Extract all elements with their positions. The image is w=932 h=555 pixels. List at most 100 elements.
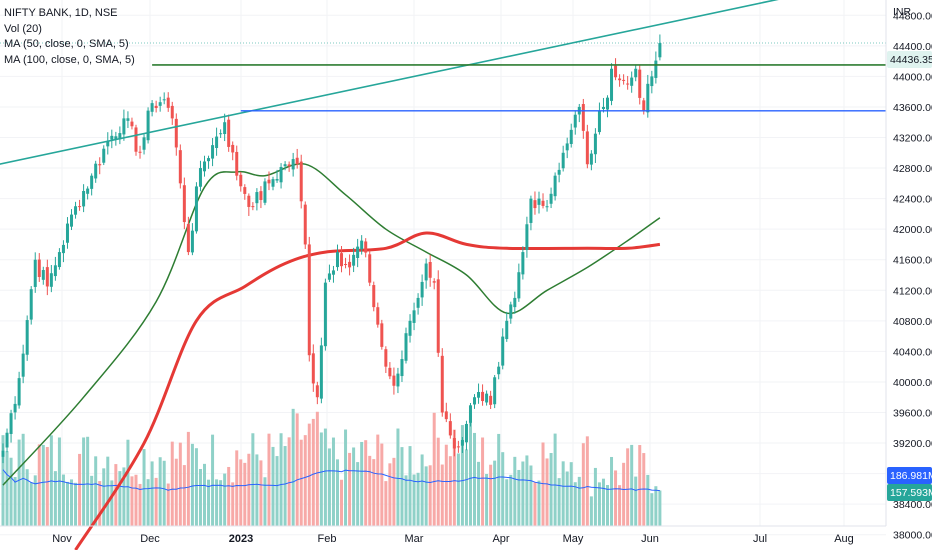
- candle: [174, 113, 178, 156]
- candle-body: [525, 224, 529, 251]
- candle-body: [549, 193, 553, 204]
- volume-ma-text: 157.593M: [890, 487, 932, 499]
- volume-bar: [654, 486, 658, 526]
- candle: [452, 429, 456, 457]
- candle: [456, 440, 460, 453]
- candle: [94, 160, 98, 183]
- volume-bar: [436, 437, 440, 526]
- volume-bar: [428, 465, 432, 526]
- volume-bar: [186, 431, 190, 526]
- candle: [396, 367, 400, 394]
- candle-body: [94, 163, 98, 179]
- volume-bar: [239, 459, 243, 526]
- candle: [352, 247, 356, 273]
- time-tick-label: Dec: [140, 533, 160, 545]
- volume-bar: [618, 485, 622, 526]
- candle-body: [203, 161, 206, 172]
- volume-bar: [331, 437, 335, 526]
- candle-body: [295, 157, 299, 165]
- candle-body: [658, 43, 662, 58]
- candle-body: [29, 289, 33, 320]
- candle-body: [287, 164, 291, 167]
- candle: [311, 344, 315, 392]
- volume-bar: [178, 442, 182, 526]
- volume-bar: [21, 433, 25, 526]
- ma100-indicator-label[interactable]: MA (100, close, 0, SMA, 5): [4, 53, 135, 66]
- trendline: [0, 0, 779, 165]
- ma50-indicator-label[interactable]: MA (50, close, 0, SMA, 5): [4, 38, 129, 50]
- candle: [130, 117, 134, 130]
- volume-bar: [468, 415, 472, 526]
- candle: [473, 394, 477, 409]
- volume-indicator-label[interactable]: Vol (20): [4, 22, 42, 35]
- candle-body: [323, 282, 327, 347]
- candle-body: [432, 281, 436, 283]
- candle: [485, 390, 489, 406]
- volume-bar: [231, 482, 235, 526]
- candle: [388, 362, 392, 380]
- volume-bar: [444, 444, 448, 526]
- candle: [158, 96, 162, 112]
- candle: [597, 102, 601, 135]
- candle-body: [440, 355, 444, 413]
- candle-body: [291, 159, 295, 170]
- candle-body: [158, 102, 162, 106]
- candle-body: [634, 68, 638, 78]
- candle: [412, 302, 416, 331]
- price-tick-label: 38400.00: [893, 499, 932, 511]
- volume-bar: [521, 461, 525, 526]
- volume-bar: [364, 440, 368, 526]
- candle-body: [638, 69, 642, 98]
- candle-body: [376, 307, 380, 325]
- candle-body: [110, 135, 114, 140]
- volume-bar: [86, 436, 90, 526]
- candle-body: [388, 367, 392, 377]
- volume-bar: [340, 479, 344, 526]
- candle: [162, 92, 166, 105]
- candle: [525, 216, 529, 258]
- volume-bar: [380, 443, 384, 526]
- price-axis[interactable]: 44800.00 44400.00 44000.00 43600.00 43200.00…: [893, 10, 932, 541]
- time-tick-label: Feb: [318, 533, 337, 545]
- candle: [134, 124, 138, 156]
- candle-body: [368, 254, 372, 283]
- candle-body: [70, 214, 74, 227]
- candle-body: [299, 161, 303, 202]
- candle-body: [190, 230, 194, 253]
- price-tick-label: 41600.00: [893, 255, 932, 267]
- volume-bar: [307, 423, 311, 526]
- volume-bar: [275, 456, 279, 526]
- candle-body: [561, 152, 565, 169]
- volume-bar: [33, 475, 37, 526]
- candle-body: [408, 320, 412, 336]
- volume-bar: [1, 435, 5, 526]
- candle: [614, 58, 618, 81]
- candle-body: [130, 121, 134, 127]
- volume-bar: [368, 455, 372, 526]
- candle: [606, 95, 609, 118]
- candle: [364, 238, 368, 258]
- volume-bar: [57, 437, 61, 526]
- volume-bar: [545, 458, 549, 526]
- candle-body: [57, 252, 61, 268]
- volume-bar: [388, 463, 392, 526]
- time-tick-label: May: [563, 533, 584, 545]
- candle-body: [335, 252, 339, 268]
- volume-bar: [17, 439, 21, 526]
- time-axis[interactable]: Nov Dec 2023 Feb Mar Apr May Jun Jul Aug: [52, 533, 854, 545]
- volume-bar: [489, 464, 493, 526]
- candle: [654, 51, 658, 84]
- volume-bar: [577, 476, 581, 526]
- candle-body: [90, 175, 94, 189]
- volume-text: 186.981M: [890, 470, 932, 482]
- candle: [521, 246, 525, 280]
- candle-body: [142, 137, 146, 150]
- price-tick-label: 38000.00: [893, 530, 932, 542]
- candle-body: [78, 206, 82, 208]
- symbol-title[interactable]: NIFTY BANK, 1D, NSE: [4, 7, 118, 19]
- volume-bar: [473, 432, 477, 526]
- candle-body: [154, 105, 158, 109]
- volume-bar: [130, 476, 134, 526]
